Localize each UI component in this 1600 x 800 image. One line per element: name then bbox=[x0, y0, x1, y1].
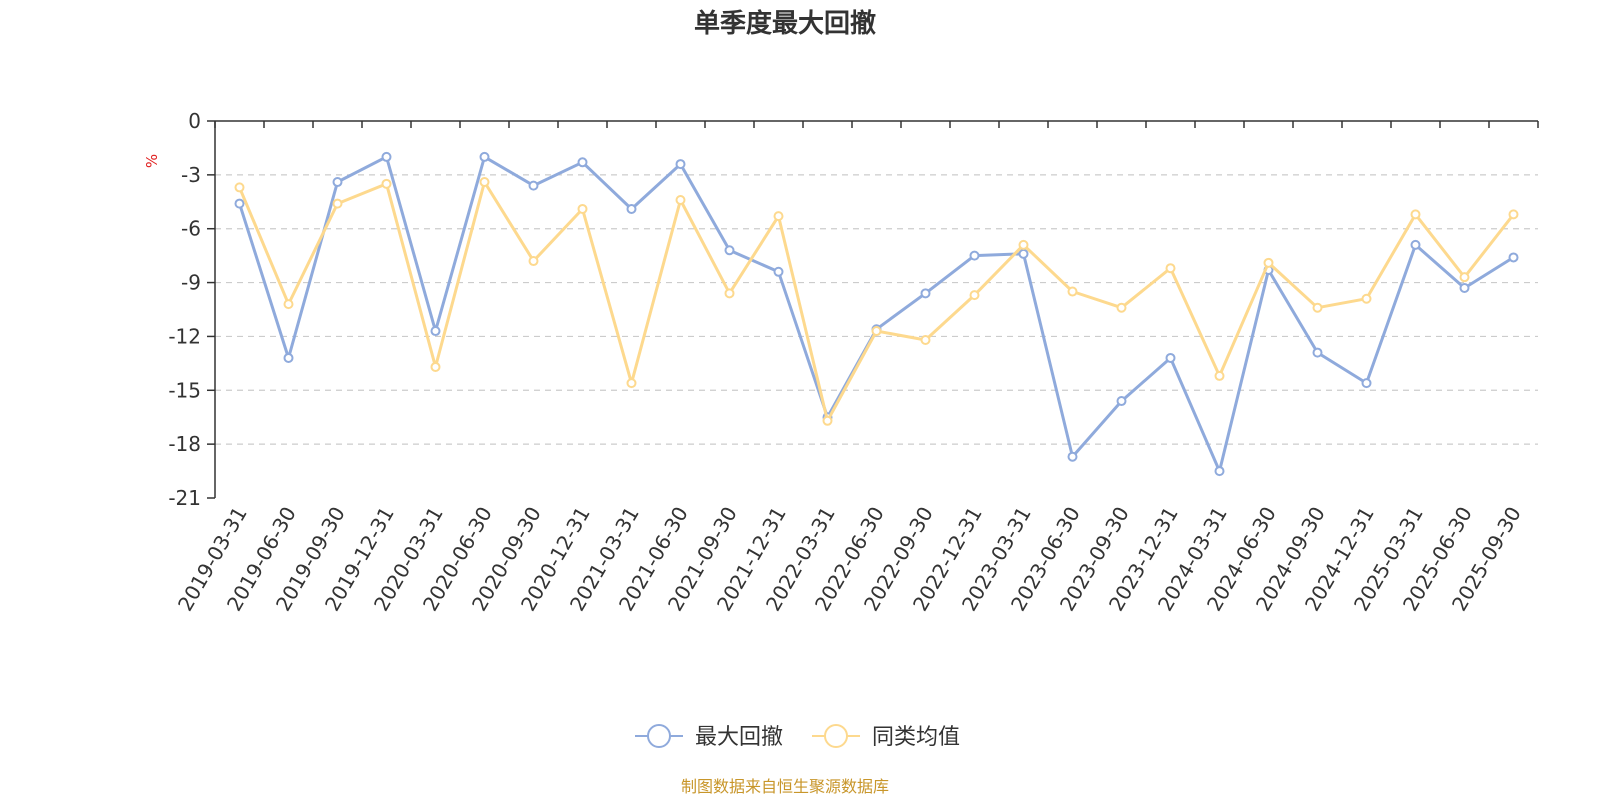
legend-label-1: 同类均值 bbox=[872, 725, 960, 750]
series-1-point-9 bbox=[675, 194, 686, 205]
y-tick-label-4: -12 bbox=[168, 324, 201, 348]
series-0-point-23 bbox=[1361, 378, 1372, 389]
series-line-0 bbox=[238, 155, 1515, 473]
series-line-1 bbox=[238, 180, 1515, 423]
legend-swatch-marker-1 bbox=[824, 724, 848, 748]
series-0-point-2 bbox=[332, 177, 343, 188]
series-1-point-26 bbox=[1508, 209, 1519, 220]
series-0-point-7 bbox=[577, 157, 588, 168]
y-tick-label-7: -21 bbox=[168, 486, 201, 510]
series-0-point-15 bbox=[969, 250, 980, 261]
series-1-point-7 bbox=[577, 203, 588, 214]
series-0-point-26 bbox=[1508, 252, 1519, 263]
series-1-point-1 bbox=[283, 299, 294, 310]
series-1-point-2 bbox=[332, 198, 343, 209]
x-tick-labels: 2019-03-312019-06-302019-09-302019-12-31… bbox=[173, 503, 1526, 616]
series-0-point-5 bbox=[479, 151, 490, 162]
data-source-note: 制图数据来自恒生聚源数据库 bbox=[681, 777, 889, 796]
legend-label-0: 最大回撤 bbox=[695, 725, 783, 750]
series-0-point-22 bbox=[1312, 347, 1323, 358]
y-axis-label: % bbox=[143, 154, 161, 168]
series-0-point-9 bbox=[675, 159, 686, 170]
series-1-point-23 bbox=[1361, 293, 1372, 304]
series-0-point-24 bbox=[1410, 239, 1421, 250]
series-1-point-17 bbox=[1067, 286, 1078, 297]
legend-swatch-marker-0 bbox=[647, 724, 671, 748]
series-1-point-3 bbox=[381, 178, 392, 189]
y-tick-label-0: 0 bbox=[188, 109, 201, 133]
series-0-point-25 bbox=[1459, 282, 1470, 293]
series-0-point-16 bbox=[1018, 248, 1029, 259]
series-0-point-8 bbox=[626, 203, 637, 214]
series-1-point-25 bbox=[1459, 272, 1470, 283]
series-0-point-14 bbox=[920, 288, 931, 299]
series-1-point-14 bbox=[920, 335, 931, 346]
series-layer bbox=[234, 151, 1519, 477]
series-1 bbox=[234, 177, 1519, 426]
y-tick-label-5: -15 bbox=[168, 378, 201, 402]
y-tick-label-3: -9 bbox=[181, 271, 201, 295]
legend-item-0[interactable]: 最大回撤 bbox=[635, 724, 783, 750]
series-0-point-3 bbox=[381, 151, 392, 162]
series-1-point-4 bbox=[430, 361, 441, 372]
series-1-point-0 bbox=[234, 182, 245, 193]
series-1-point-18 bbox=[1116, 302, 1127, 313]
series-0-point-6 bbox=[528, 180, 539, 191]
series-1-point-20 bbox=[1214, 370, 1225, 381]
y-tick-labels: 0 -3 -6 -9 -12 -15 -18 -21 bbox=[168, 109, 201, 510]
series-1-point-24 bbox=[1410, 209, 1421, 220]
y-tick-label-6: -18 bbox=[168, 432, 201, 456]
series-1-point-19 bbox=[1165, 263, 1176, 274]
series-0-point-19 bbox=[1165, 352, 1176, 363]
series-0 bbox=[234, 151, 1519, 477]
series-0-point-11 bbox=[773, 266, 784, 277]
series-1-point-5 bbox=[479, 177, 490, 188]
axes bbox=[207, 120, 1539, 499]
legend-item-1[interactable]: 同类均值 bbox=[812, 724, 960, 750]
series-1-point-22 bbox=[1312, 302, 1323, 313]
series-0-point-20 bbox=[1214, 466, 1225, 477]
chart-title: 单季度最大回撤 bbox=[694, 8, 876, 39]
series-1-point-8 bbox=[626, 378, 637, 389]
series-1-point-16 bbox=[1018, 239, 1029, 250]
series-1-point-21 bbox=[1263, 257, 1274, 268]
series-1-point-13 bbox=[871, 326, 882, 337]
series-1-point-11 bbox=[773, 211, 784, 222]
series-1-point-15 bbox=[969, 290, 980, 301]
series-0-point-1 bbox=[283, 352, 294, 363]
series-0-point-18 bbox=[1116, 396, 1127, 407]
series-0-point-17 bbox=[1067, 451, 1078, 462]
series-1-point-10 bbox=[724, 288, 735, 299]
series-0-point-4 bbox=[430, 326, 441, 337]
series-0-point-10 bbox=[724, 245, 735, 256]
gridlines bbox=[215, 174, 1538, 445]
series-0-point-0 bbox=[234, 198, 245, 209]
y-tick-label-1: -3 bbox=[181, 163, 201, 187]
y-tick-label-2: -6 bbox=[181, 217, 201, 241]
series-1-point-12 bbox=[822, 415, 833, 426]
legend[interactable]: 最大回撤 同类均值 bbox=[635, 724, 960, 750]
series-1-point-6 bbox=[528, 256, 539, 267]
